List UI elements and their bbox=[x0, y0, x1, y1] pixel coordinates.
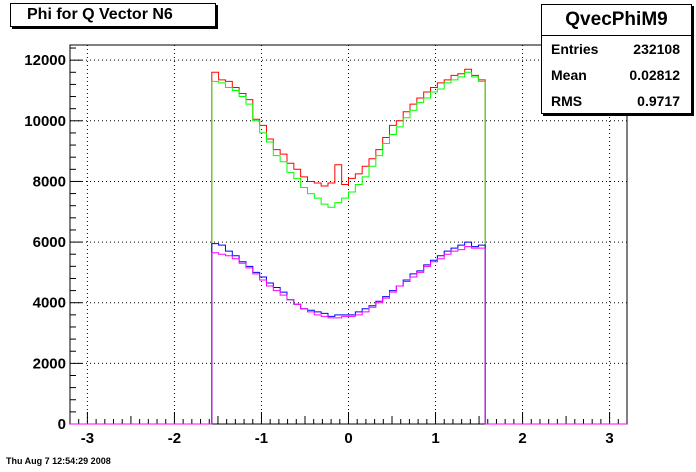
x-tick-label: 3 bbox=[605, 430, 613, 447]
y-tick-label: 2000 bbox=[33, 355, 66, 372]
histogram-series-2 bbox=[70, 71, 627, 425]
stats-rms-label: RMS bbox=[551, 93, 583, 109]
stats-row-mean: Mean 0.02812 bbox=[542, 62, 691, 88]
histogram-series-1 bbox=[70, 68, 627, 425]
y-tick-label: 4000 bbox=[33, 295, 66, 312]
chart-title: Phi for Q Vector N6 bbox=[10, 3, 216, 27]
stats-box: QvecPhiM9 Entries 232108 Mean 0.02812 RM… bbox=[541, 4, 692, 114]
stats-row-entries: Entries 232108 bbox=[542, 36, 691, 62]
stats-mean-label: Mean bbox=[551, 67, 587, 83]
y-tick-label: 0 bbox=[58, 416, 66, 433]
y-tick-label: 8000 bbox=[33, 173, 66, 190]
x-tick-label: -3 bbox=[81, 430, 94, 447]
histogram-series-4 bbox=[70, 246, 627, 425]
x-tick-label: 2 bbox=[518, 430, 526, 447]
stats-entries-label: Entries bbox=[551, 41, 599, 57]
y-tick-label: 12000 bbox=[24, 52, 66, 69]
stats-mean-value: 0.02812 bbox=[629, 67, 680, 83]
stats-rms-value: 0.9717 bbox=[637, 93, 680, 109]
x-tick-label: 0 bbox=[344, 430, 352, 447]
stats-histogram-name: QvecPhiM9 bbox=[542, 5, 691, 36]
y-tick-label: 10000 bbox=[24, 113, 66, 130]
x-tick-label: -2 bbox=[168, 430, 181, 447]
x-tick-label: -1 bbox=[255, 430, 268, 447]
x-tick-label: 1 bbox=[431, 430, 439, 447]
timestamp-footer: Thu Aug 7 12:54:29 2008 bbox=[6, 456, 111, 466]
y-tick-label: 6000 bbox=[33, 234, 66, 251]
stats-row-rms: RMS 0.9717 bbox=[542, 88, 691, 114]
stats-entries-value: 232108 bbox=[633, 41, 680, 57]
chart-title-text: Phi for Q Vector N6 bbox=[27, 6, 173, 23]
